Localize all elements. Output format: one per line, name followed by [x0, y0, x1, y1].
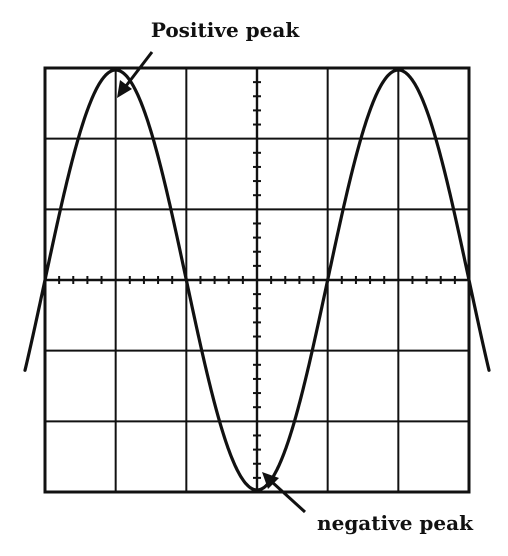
center-axis-ticks	[58, 81, 456, 479]
graticule	[45, 68, 469, 492]
sine-waveform	[23, 68, 491, 492]
positive-peak-label: Positive peak	[151, 18, 301, 42]
negative-peak-label: negative peak	[317, 511, 474, 535]
positive-peak-arrow	[117, 51, 154, 98]
negative-peak-arrow	[262, 472, 307, 514]
